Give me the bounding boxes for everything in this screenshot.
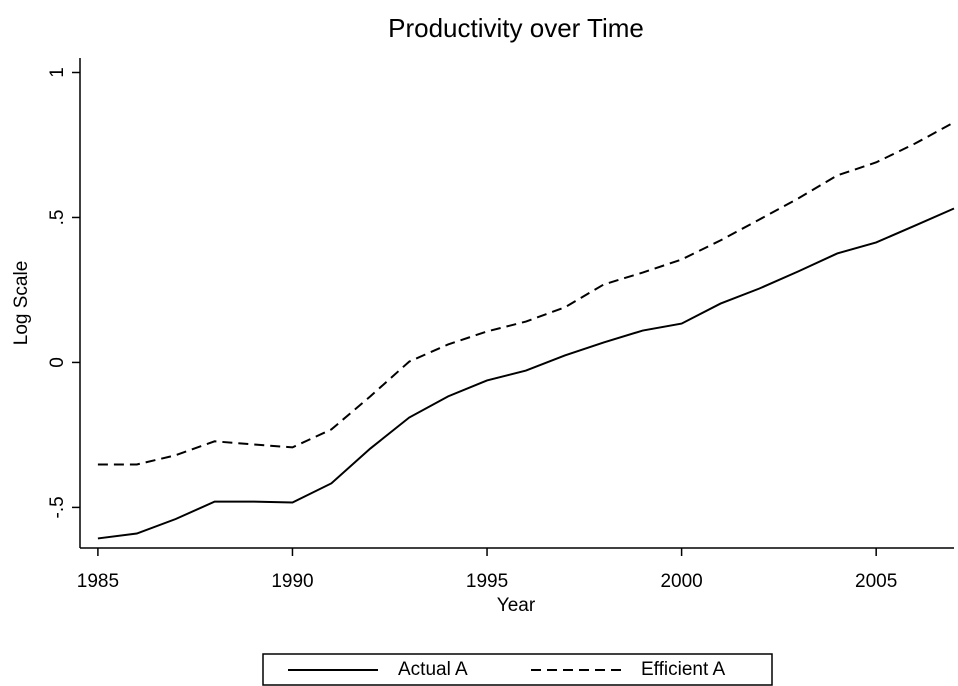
line-series: [97, 207, 955, 540]
x-tick-label: 2005: [855, 571, 897, 592]
legend-box: [262, 653, 773, 686]
legend-label: Efficient A: [641, 659, 725, 680]
y-tick-label: 1: [47, 67, 68, 78]
y-tick-label: -.5: [47, 496, 68, 518]
y-tick-label: 0: [47, 357, 68, 368]
x-tick-label: 1995: [466, 571, 508, 592]
x-tick-label: 1990: [271, 571, 313, 592]
legend-label: Actual A: [398, 659, 468, 680]
chart-title: Productivity over Time: [388, 13, 644, 43]
y-axis-title: Log Scale: [11, 261, 32, 346]
line-series: [97, 121, 955, 466]
x-axis-title: Year: [497, 595, 536, 616]
x-tick-label: 2000: [660, 571, 702, 592]
y-tick-label: .5: [47, 210, 68, 226]
x-tick-label: 1985: [77, 571, 119, 592]
